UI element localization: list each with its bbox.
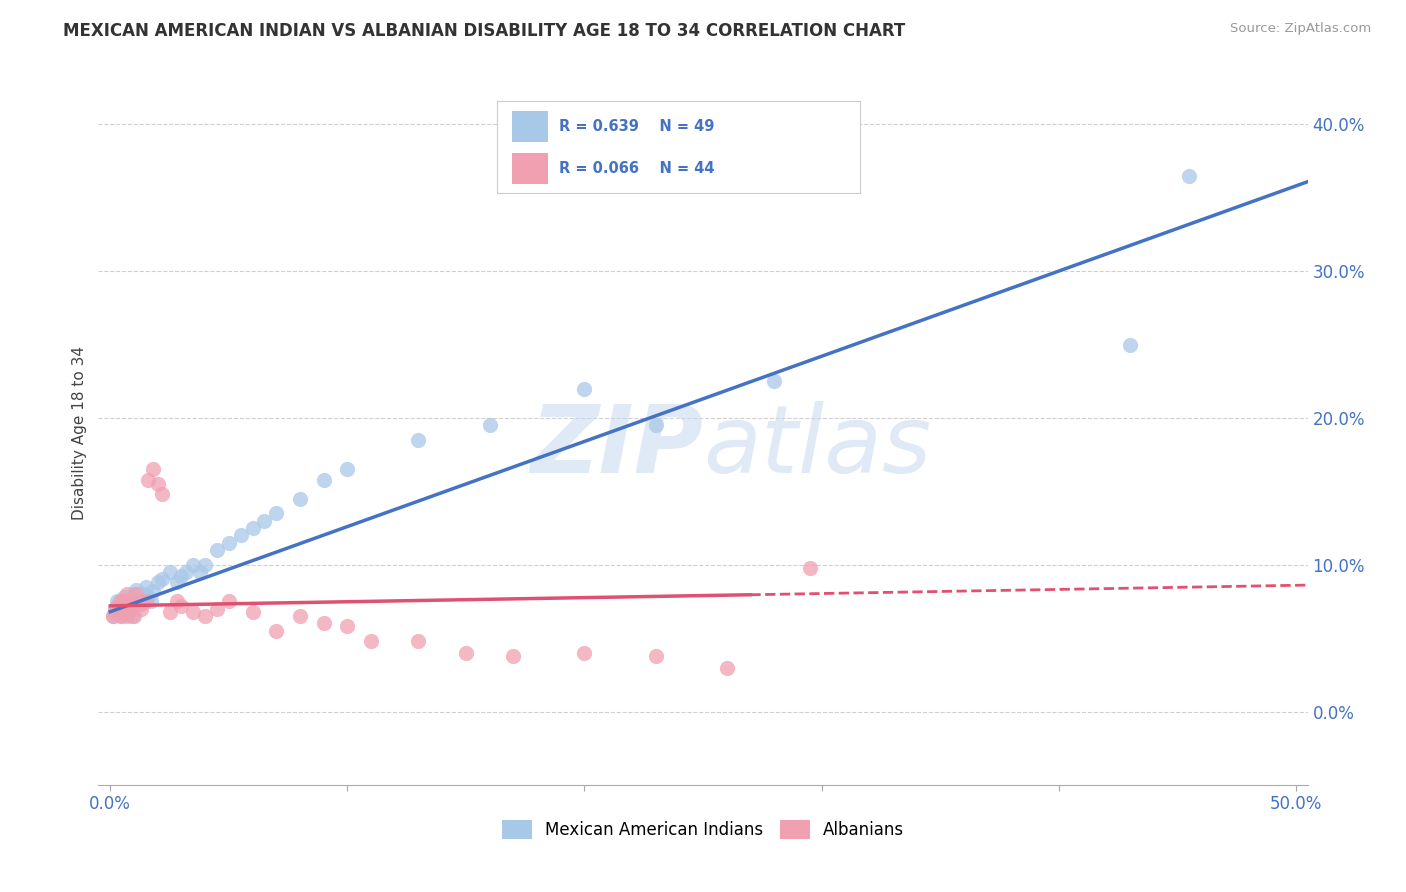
Point (108, 609, 131, 624)
Point (101, 609, 124, 624)
Point (205, 543, 228, 558)
Point (716, 660, 738, 674)
Point (1178, 169, 1201, 183)
Point (478, 418, 501, 433)
Point (111, 599, 134, 613)
Point (408, 634, 430, 648)
Point (105, 605, 128, 619)
Point (118, 605, 141, 619)
Point (312, 616, 335, 631)
Point (190, 565, 212, 579)
Point (574, 382, 596, 396)
Point (129, 601, 152, 615)
Point (128, 590, 150, 604)
Point (108, 599, 131, 613)
Point (122, 594, 145, 608)
Point (111, 605, 134, 619)
Point (132, 587, 155, 601)
Point (336, 619, 359, 633)
Point (644, 418, 666, 433)
Point (264, 507, 287, 521)
Point (644, 648, 666, 663)
Point (114, 601, 136, 615)
Point (128, 594, 150, 608)
Text: MEXICAN AMERICAN INDIAN VS ALBANIAN DISABILITY AGE 18 TO 34 CORRELATION CHART: MEXICAN AMERICAN INDIAN VS ALBANIAN DISA… (63, 22, 905, 40)
Point (136, 590, 159, 604)
Text: atlas: atlas (703, 401, 931, 492)
Point (146, 575, 169, 590)
Point (114, 601, 136, 615)
Point (122, 609, 145, 624)
Point (129, 598, 152, 612)
Point (121, 609, 143, 624)
Point (146, 477, 169, 491)
Point (105, 599, 128, 613)
Legend: Mexican American Indians, Albanians: Mexican American Indians, Albanians (494, 811, 912, 847)
Point (181, 558, 204, 572)
Point (194, 609, 217, 624)
Point (194, 558, 217, 572)
Point (242, 605, 264, 619)
Point (312, 473, 335, 487)
Text: Source: ZipAtlas.com: Source: ZipAtlas.com (1230, 22, 1371, 36)
Point (336, 462, 359, 476)
Point (253, 514, 276, 528)
Point (408, 433, 430, 447)
Point (170, 599, 193, 613)
Point (105, 601, 128, 615)
Point (115, 598, 138, 612)
Point (142, 584, 165, 599)
Point (108, 605, 131, 619)
Point (121, 599, 143, 613)
Point (454, 646, 477, 660)
Point (159, 605, 181, 619)
Point (115, 605, 138, 619)
Point (125, 587, 148, 601)
Point (166, 594, 188, 608)
Point (115, 587, 138, 601)
Point (114, 590, 136, 604)
Point (205, 601, 228, 615)
Point (111, 594, 134, 608)
Point (574, 646, 596, 660)
Point (135, 580, 157, 594)
Point (111, 609, 134, 624)
Point (360, 634, 382, 648)
Point (170, 569, 193, 583)
Point (502, 648, 524, 663)
Point (105, 594, 128, 608)
Point (136, 473, 159, 487)
Point (799, 560, 821, 574)
Point (118, 599, 141, 613)
Point (122, 587, 145, 601)
Point (139, 594, 162, 608)
Point (108, 594, 131, 608)
Point (181, 605, 204, 619)
Point (1119, 337, 1142, 351)
Point (104, 605, 127, 619)
Point (264, 624, 287, 638)
Point (159, 565, 181, 579)
Y-axis label: Disability Age 18 to 34: Disability Age 18 to 34 (72, 345, 87, 520)
Point (104, 601, 127, 615)
Point (115, 609, 138, 624)
Point (142, 462, 165, 476)
Point (288, 491, 311, 506)
Point (125, 582, 148, 597)
Point (229, 528, 252, 542)
Point (763, 374, 786, 388)
Point (114, 594, 136, 608)
Point (218, 535, 240, 549)
Point (242, 521, 264, 535)
Point (218, 594, 240, 608)
Point (122, 594, 145, 608)
Point (135, 594, 157, 608)
Text: ZIP: ZIP (530, 401, 703, 492)
Point (101, 609, 124, 624)
Point (166, 575, 188, 590)
Point (174, 565, 197, 579)
Point (152, 573, 174, 587)
Point (288, 609, 311, 624)
Point (152, 487, 174, 501)
